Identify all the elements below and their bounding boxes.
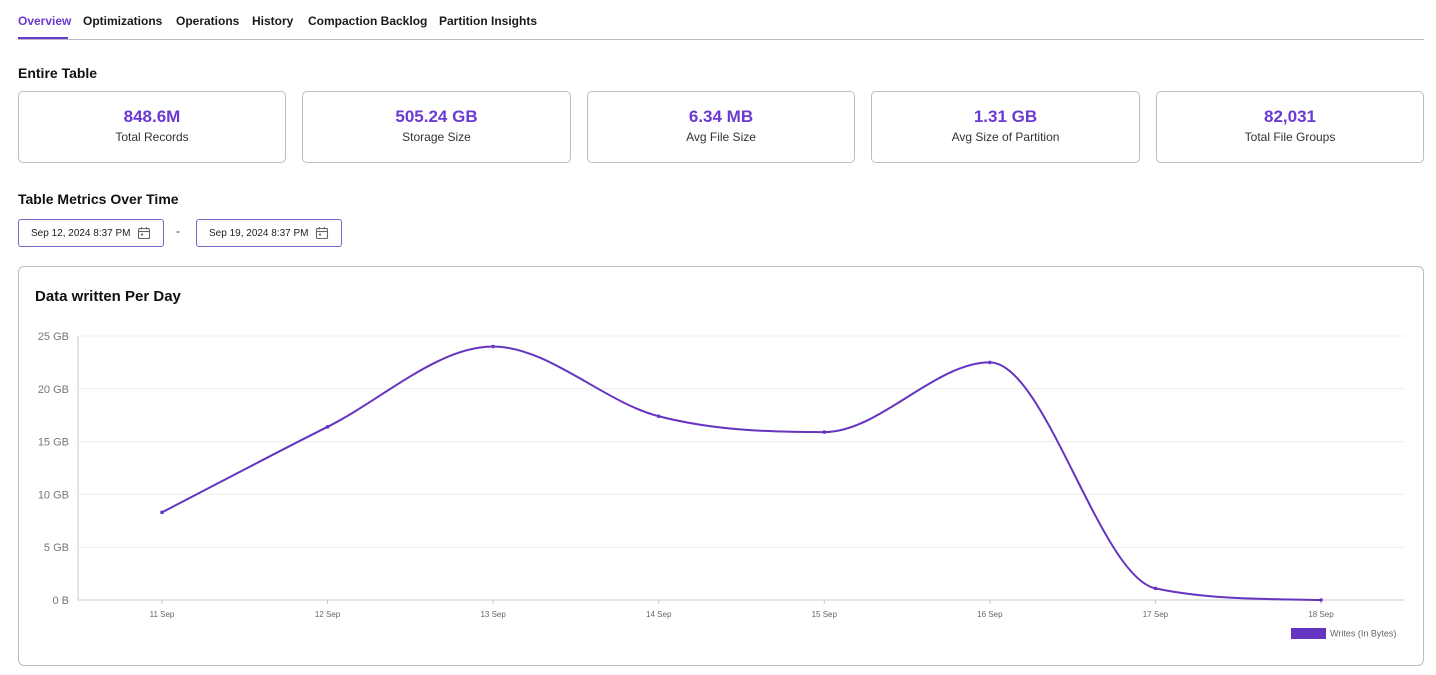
- tab-bar: Overview Optimizations Operations Histor…: [18, 0, 1424, 40]
- x-tick-label: 16 Sep: [977, 610, 1003, 619]
- y-tick-label: 5 GB: [44, 542, 69, 554]
- metric-value: 82,031: [1264, 107, 1316, 126]
- data-point: [988, 360, 992, 365]
- x-tick-label: 13 Sep: [480, 610, 506, 619]
- y-tick-label: 15 GB: [38, 437, 69, 449]
- y-tick-label: 10 GB: [38, 489, 69, 501]
- tab-optimizations[interactable]: Optimizations: [83, 14, 163, 28]
- metric-label: Avg File Size: [686, 130, 756, 144]
- y-tick-label: 20 GB: [38, 384, 69, 396]
- end-date-value: Sep 19, 2024 8:37 PM: [209, 227, 309, 239]
- metric-value: 6.34 MB: [688, 107, 754, 126]
- metric-card-storage-size: 505.24 GB Storage Size: [302, 91, 571, 163]
- metric-value: 848.6M: [123, 107, 181, 126]
- y-tick-label: 25 GB: [38, 331, 69, 343]
- metric-card-total-file-groups: 82,031 Total File Groups: [1156, 91, 1424, 163]
- metric-value: 1.31 GB: [973, 107, 1038, 126]
- date-range-separator: -: [176, 224, 180, 238]
- end-date-input[interactable]: Sep 19, 2024 8:37 PM: [196, 219, 342, 247]
- calendar-icon[interactable]: [315, 226, 329, 240]
- y-tick-label: 0 B: [52, 595, 69, 607]
- tab-operations[interactable]: Operations: [176, 14, 240, 28]
- x-tick-label: 15 Sep: [812, 610, 838, 619]
- x-tick-label: 17 Sep: [1143, 610, 1169, 619]
- data-point: [160, 510, 164, 515]
- tab-partition-insights[interactable]: Partition Insights: [439, 14, 538, 28]
- metric-card-avg-partition-size: 1.31 GB Avg Size of Partition: [871, 91, 1140, 163]
- metric-card-total-records: 848.6M Total Records: [18, 91, 286, 163]
- data-point: [1319, 598, 1323, 602]
- x-tick-label: 12 Sep: [315, 610, 341, 619]
- metric-value: 505.24 GB: [395, 107, 478, 126]
- x-tick-label: 18 Sep: [1308, 610, 1334, 619]
- data-point: [1153, 586, 1158, 591]
- tab-overview[interactable]: Overview: [18, 14, 72, 28]
- tab-history[interactable]: History: [252, 14, 294, 28]
- series-line: [161, 345, 1322, 601]
- metric-label: Total Records: [115, 130, 189, 144]
- metric-label: Total File Groups: [1244, 130, 1336, 144]
- legend-swatch: [1291, 628, 1326, 639]
- entire-table-heading: Entire Table: [18, 65, 98, 81]
- data-written-chart: 0 B 5 GB 10 GB 15 GB 20 GB 25 GB 11 Sep 12 Sep 1…: [38, 331, 1404, 639]
- metrics-over-time-heading: Table Metrics Over Time: [18, 191, 179, 207]
- data-point: [325, 425, 330, 429]
- metric-card-avg-file-size: 6.34 MB Avg File Size: [587, 91, 855, 163]
- metric-label: Avg Size of Partition: [951, 130, 1060, 144]
- data-point: [491, 344, 495, 349]
- start-date-input[interactable]: Sep 12, 2024 8:37 PM: [18, 219, 164, 247]
- calendar-icon[interactable]: [137, 226, 151, 240]
- active-tab-indicator: [18, 37, 68, 39]
- data-point: [656, 414, 661, 419]
- legend-label: Writes (In Bytes): [1330, 629, 1396, 639]
- start-date-value: Sep 12, 2024 8:37 PM: [31, 227, 131, 239]
- x-tick-label: 11 Sep: [150, 610, 175, 619]
- data-written-chart-panel: Data written Per Day 0 B 5 GB 10 GB 15 GB 20…: [18, 266, 1424, 666]
- x-tick-label: 14 Sep: [646, 610, 672, 619]
- data-point: [822, 430, 827, 434]
- metric-label: Storage Size: [402, 130, 471, 144]
- tab-compaction-backlog[interactable]: Compaction Backlog: [308, 14, 428, 28]
- chart-title: Data written Per Day: [35, 288, 181, 305]
